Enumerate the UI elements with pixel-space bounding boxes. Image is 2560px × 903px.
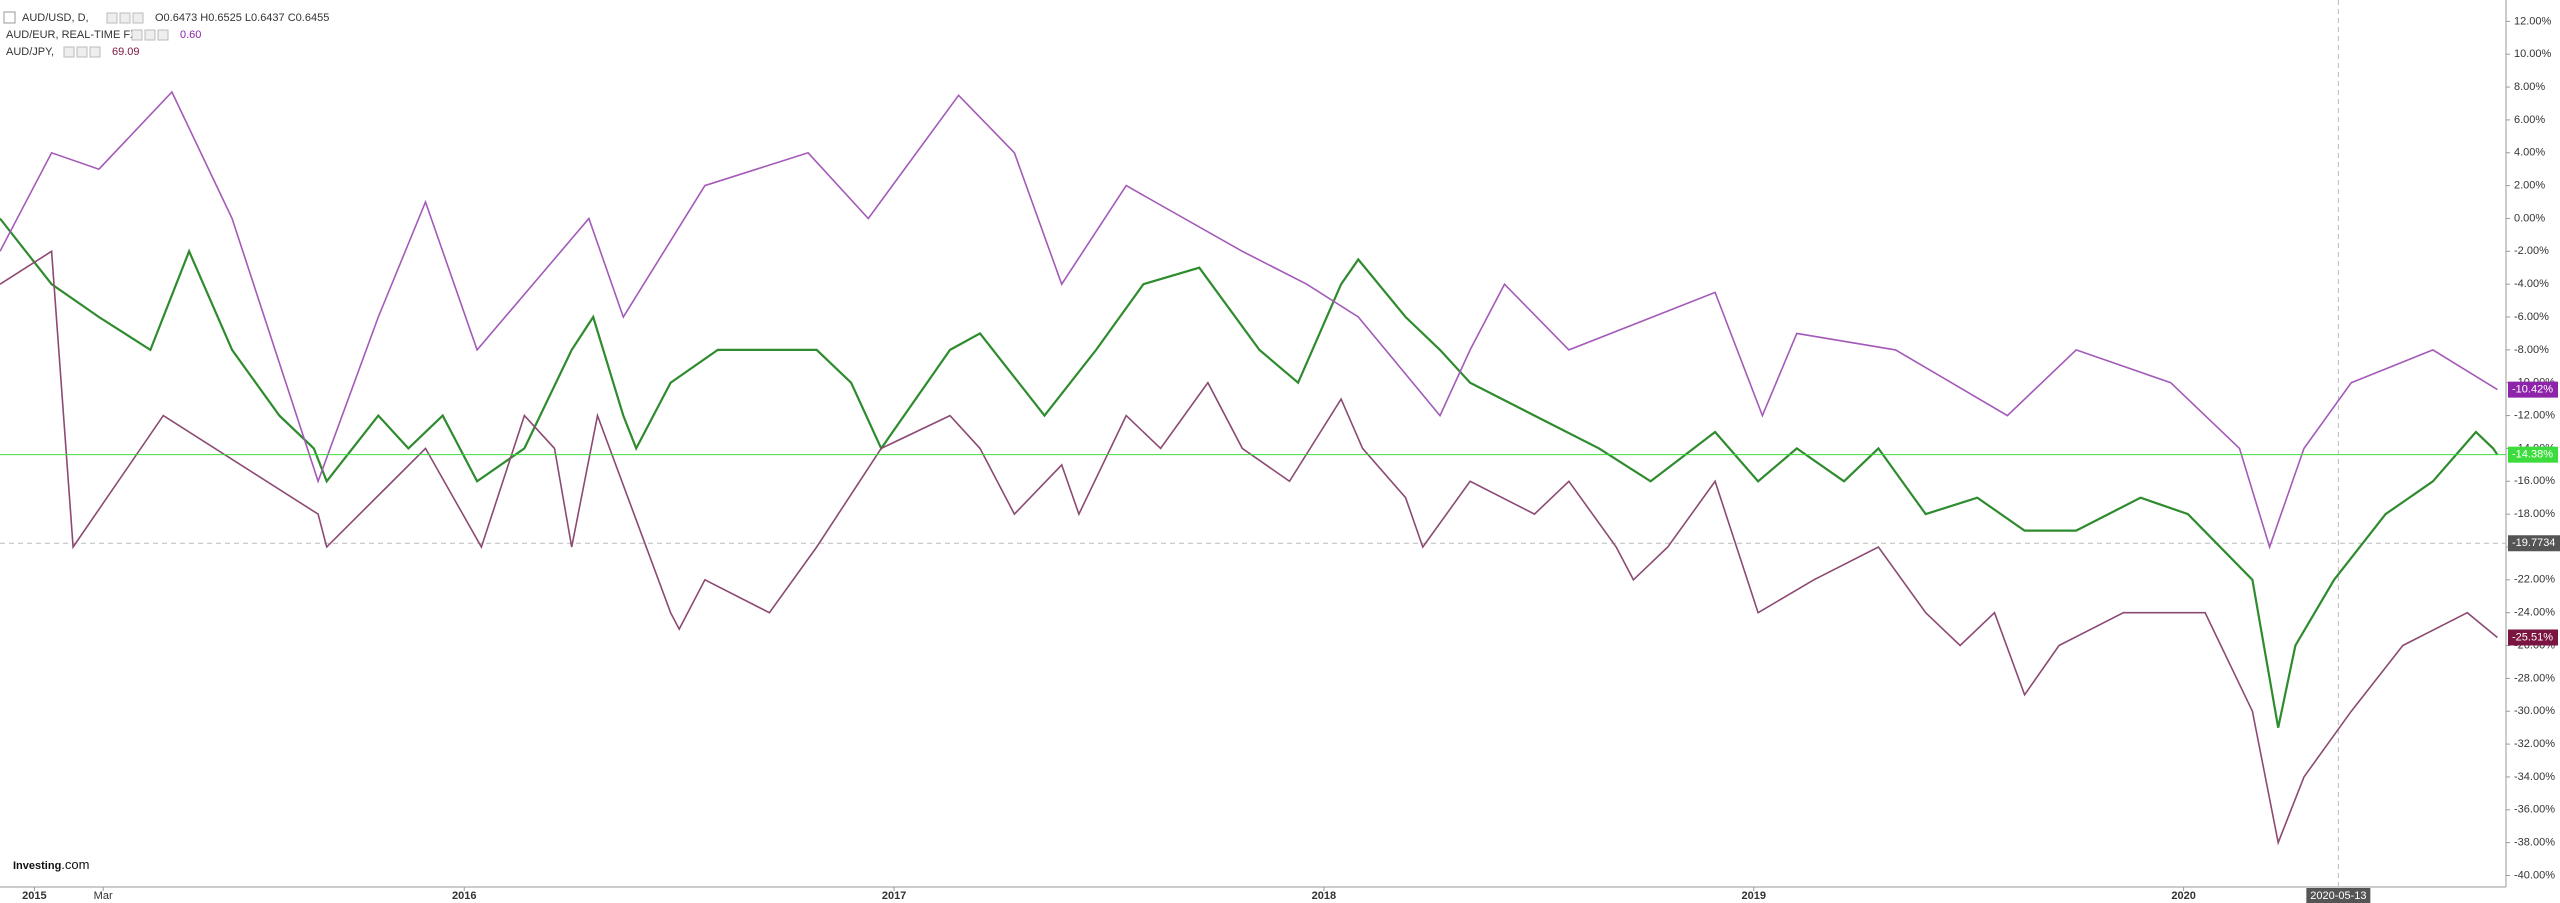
y-tick-label: -18.00% <box>2514 508 2555 520</box>
last-value-label: -14.38% <box>2512 449 2553 461</box>
x-tick-label: 2017 <box>882 890 906 902</box>
y-tick-label: -32.00% <box>2514 738 2555 750</box>
x-tick-label: 2016 <box>452 890 476 902</box>
y-tick-label: 4.00% <box>2514 147 2545 159</box>
y-tick-label: 8.00% <box>2514 81 2545 93</box>
series-line <box>0 217 2499 728</box>
y-tick-label: -24.00% <box>2514 607 2555 619</box>
y-tick-label: -4.00% <box>2514 278 2549 290</box>
crosshair-x-label: 2020-05-13 <box>2310 890 2366 902</box>
legend-button <box>144 29 156 41</box>
legend-button <box>89 46 101 58</box>
y-tick-label: -2.00% <box>2514 245 2549 257</box>
legend-button <box>76 46 88 58</box>
y-tick-label: -36.00% <box>2514 804 2555 816</box>
collapse-icon <box>3 11 16 24</box>
last-value-badge <box>2508 446 2558 463</box>
y-tick-label: 12.00% <box>2514 15 2552 27</box>
crosshair-y-badge <box>2508 535 2560 552</box>
legend-info: 69.09 <box>112 46 140 58</box>
logo: Investing.com <box>13 857 89 872</box>
legend-button <box>132 12 144 24</box>
series-line <box>0 249 2498 846</box>
legend-button <box>157 29 169 41</box>
x-tick-label: 2020 <box>2171 890 2195 902</box>
legend-info: 0.60 <box>180 29 201 41</box>
y-tick-label: -30.00% <box>2514 705 2555 717</box>
last-value-badge <box>2508 381 2558 398</box>
legend-button <box>106 12 118 24</box>
y-tick-label: -38.00% <box>2514 837 2555 849</box>
legend-name: AUD/USD, D, <box>22 12 89 24</box>
y-tick-label: -16.00% <box>2514 475 2555 487</box>
legend-info: O0.6473 H0.6525 L0.6437 C0.6455 <box>155 12 329 24</box>
y-tick-label: -8.00% <box>2514 344 2549 356</box>
x-tick-label: Mar <box>94 890 113 902</box>
last-value-label: -10.42% <box>2512 384 2553 396</box>
logo-main: Investing <box>13 860 61 872</box>
x-tick-label: 2018 <box>1312 890 1336 902</box>
legend-name: AUD/JPY, <box>6 46 54 58</box>
y-tick-label: -6.00% <box>2514 311 2549 323</box>
legend-button <box>119 12 131 24</box>
last-value-label: -25.51% <box>2512 631 2553 643</box>
crosshair-x-badge <box>2306 888 2371 903</box>
x-tick-label: 2015 <box>22 890 46 902</box>
y-tick-label: -28.00% <box>2514 672 2555 684</box>
last-value-badge <box>2508 629 2558 646</box>
y-tick-label: 6.00% <box>2514 114 2545 126</box>
legend-button <box>63 46 75 58</box>
y-tick-label: -40.00% <box>2514 869 2555 881</box>
y-tick-label: 0.00% <box>2514 212 2545 224</box>
legend-button <box>131 29 143 41</box>
y-tick-label: 10.00% <box>2514 48 2552 60</box>
series-line <box>0 90 2498 550</box>
x-tick-label: 2019 <box>1742 890 1766 902</box>
logo-suffix: .com <box>61 857 89 872</box>
crosshair-y-label: -19.7734 <box>2512 537 2555 549</box>
y-tick-label: -12.00% <box>2514 409 2555 421</box>
y-tick-label: -22.00% <box>2514 574 2555 586</box>
y-tick-label: 2.00% <box>2514 180 2545 192</box>
legend-name: AUD/EUR, REAL-TIME FX <box>6 29 138 41</box>
y-tick-label: -34.00% <box>2514 771 2555 783</box>
